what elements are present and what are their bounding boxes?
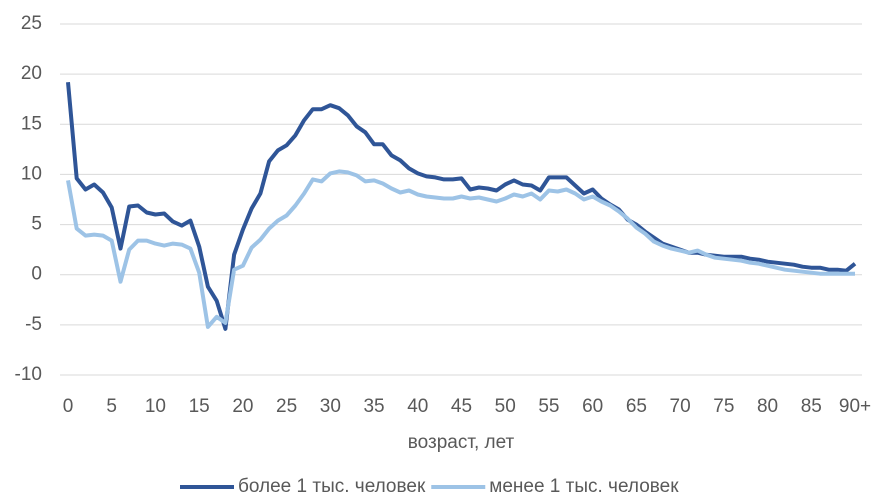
y-tick-label: -5	[25, 314, 42, 335]
x-tick-label: 90+	[839, 396, 871, 417]
x-tick-label: 40	[407, 396, 428, 417]
x-tick-label: 15	[189, 396, 210, 417]
legend-label: менее 1 тыс. человек	[489, 476, 679, 497]
x-tick-label: 65	[626, 396, 647, 417]
y-tick-label: 5	[31, 214, 42, 235]
y-tick-label: 20	[21, 63, 42, 84]
x-tick-label: 10	[145, 396, 166, 417]
y-tick-label: 25	[21, 13, 42, 34]
y-tick-label: 15	[21, 113, 42, 134]
x-tick-label: 55	[538, 396, 559, 417]
x-tick-label: 0	[63, 396, 74, 417]
x-tick-label: 70	[670, 396, 691, 417]
x-tick-label: 35	[363, 396, 384, 417]
x-tick-label: 60	[582, 396, 603, 417]
x-tick-label: 5	[106, 396, 117, 417]
x-tick-label: 25	[276, 396, 297, 417]
series-line	[66, 169, 855, 329]
x-tick-label: 20	[232, 396, 253, 417]
legend-label: более 1 тыс. человек	[238, 476, 426, 497]
x-tick-label: 45	[451, 396, 472, 417]
y-tick-label: -10	[15, 364, 42, 385]
x-axis-label: возраст, лет	[408, 432, 515, 453]
x-tick-label: 85	[801, 396, 822, 417]
x-tick-label: 50	[495, 396, 516, 417]
series-line	[66, 82, 857, 331]
y-tick-label: 0	[31, 264, 42, 285]
x-tick-label: 75	[713, 396, 734, 417]
x-tick-label: 80	[757, 396, 778, 417]
x-tick-label: 30	[320, 396, 341, 417]
y-tick-label: 10	[21, 163, 42, 184]
